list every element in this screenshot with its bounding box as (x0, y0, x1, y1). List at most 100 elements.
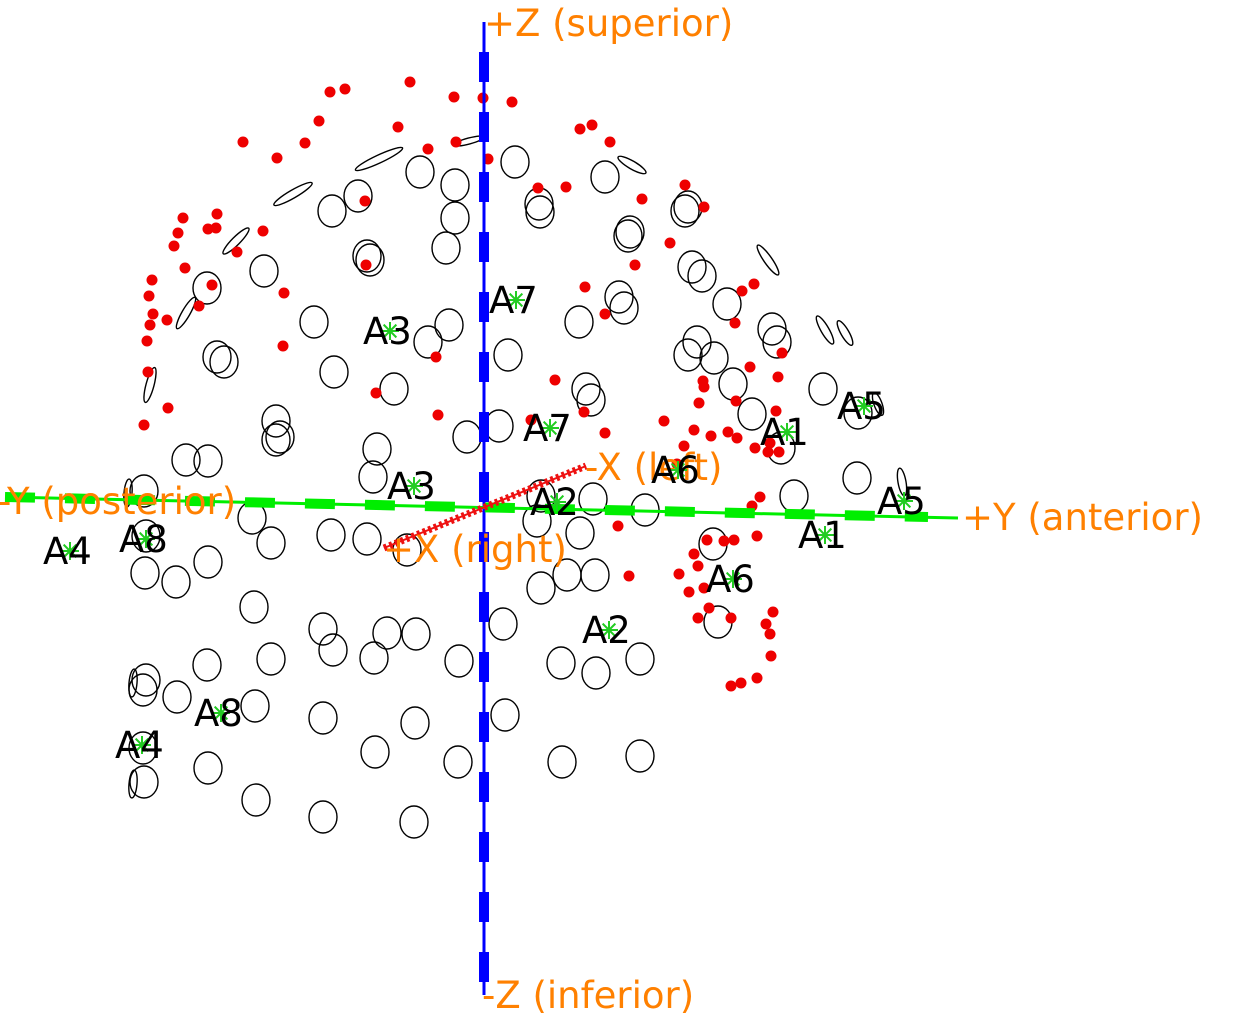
asterisk-star-icon (381, 322, 399, 340)
coil-outline (526, 571, 556, 605)
electrode-dot (728, 534, 740, 546)
electrode-dot (698, 582, 710, 594)
coil-outline (261, 423, 291, 457)
coil-outline (352, 239, 382, 273)
electrode-dot (770, 405, 782, 417)
electrode-dot (599, 308, 611, 320)
marker-label: A3 (363, 310, 412, 353)
electrode-dot (749, 442, 761, 454)
electrode-dot (143, 290, 155, 302)
coil-outline (836, 320, 854, 346)
asterisk-star-icon (778, 423, 796, 441)
marker-label: A7 (523, 407, 572, 450)
electrode-dot (703, 602, 715, 614)
coil-outline (162, 680, 192, 714)
coil-outline (343, 179, 373, 213)
coil-outline (192, 648, 222, 682)
coil-outline (565, 516, 595, 550)
coil-outline (490, 698, 520, 732)
electrode-dot (172, 227, 184, 239)
electrode-dot (683, 586, 695, 598)
electrode-dot (206, 279, 218, 291)
coil-outline (372, 616, 402, 650)
coil-outline (699, 341, 729, 375)
electrode-dot (162, 402, 174, 414)
marker-a6: A6 (706, 558, 755, 601)
asterisk-star-icon (507, 291, 525, 309)
coil-outline (547, 745, 577, 779)
coil-outline (843, 396, 873, 430)
electrode-dot (664, 237, 676, 249)
electrode-dot (578, 406, 590, 418)
electrode-dot (432, 409, 444, 421)
asterisk-star-icon (212, 704, 230, 722)
electrode-dot (271, 152, 283, 164)
coil-outlines (123, 135, 908, 839)
electrode-dot (579, 281, 591, 293)
coil-outline (143, 366, 157, 404)
coil-outline (604, 280, 634, 314)
x-neg-label: -X (left) (585, 446, 722, 489)
electrode-dot (574, 123, 586, 135)
electrode-dot (142, 366, 154, 378)
coil-outline (317, 194, 347, 228)
asterisk-star-icon (724, 570, 742, 588)
electrode-dot (767, 606, 779, 618)
coil-outline (590, 160, 620, 194)
coil-outline (256, 642, 286, 676)
coil-outline (318, 633, 348, 667)
electrode-dot (736, 285, 748, 297)
electrode-dot (744, 361, 756, 373)
coil-outline (192, 271, 222, 305)
marker-label: A4 (115, 724, 164, 767)
electrode-dot (277, 340, 289, 352)
electrode-dot (370, 387, 382, 399)
coil-outline (613, 219, 643, 253)
asterisk-star-icon (669, 461, 687, 479)
coil-outline (712, 287, 742, 321)
coil-outline (239, 590, 269, 624)
marker-a7: A7 (523, 407, 572, 450)
coil-outline (580, 558, 610, 592)
electrode-dot (773, 446, 785, 458)
coil-outline (434, 308, 464, 342)
electrode-dot (404, 76, 416, 88)
electrode-dot (532, 182, 544, 194)
electrode-dot (748, 278, 760, 290)
electrode-dot (506, 96, 518, 108)
axes (4, 22, 959, 995)
coil-outline (131, 519, 161, 553)
electrode-dot (729, 317, 741, 329)
asterisk-star-icon (405, 477, 423, 495)
marker-label: A2 (582, 609, 631, 652)
marker-a5: A5 (837, 385, 886, 428)
asterisk-star-icon (61, 542, 79, 560)
coil-outline (808, 372, 838, 406)
asterisk-star-icon (895, 492, 913, 510)
electrode-dot (237, 136, 249, 148)
electrode-dot (692, 560, 704, 572)
electrode-dot (141, 335, 153, 347)
coil-outline (359, 641, 389, 675)
asterisk-star-icon (133, 736, 151, 754)
asterisk-star-icon (816, 526, 834, 544)
coil-outline (484, 409, 514, 443)
coil-outline (131, 663, 161, 697)
coil-outline (625, 739, 655, 773)
electrode-dot (730, 395, 742, 407)
electrode-dot (735, 677, 747, 689)
marker-label: A8 (119, 518, 168, 561)
asterisk-star-icon (137, 530, 155, 548)
electrode-dot (776, 347, 788, 359)
electrode-dot (612, 520, 624, 532)
marker-a6: A6 (651, 449, 700, 492)
coil-outline (171, 443, 201, 477)
electrode-dot (679, 179, 691, 191)
coil-outline (522, 504, 552, 538)
electrode-dot (751, 672, 763, 684)
marker-label: A4 (43, 530, 92, 573)
electrode-dot (722, 426, 734, 438)
coil-outline (128, 668, 138, 698)
electrode-dot (202, 223, 214, 235)
marker-a7: A7 (489, 279, 538, 322)
